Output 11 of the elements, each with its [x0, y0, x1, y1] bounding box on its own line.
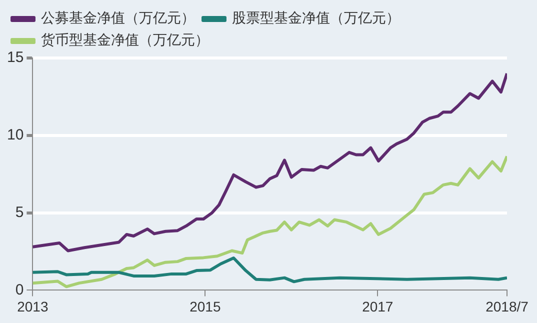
x-tick-label: 2015	[190, 298, 221, 314]
x-tick-label: 2013	[17, 298, 48, 314]
y-tick-label: 0	[15, 281, 24, 298]
y-tick-label: 15	[6, 49, 24, 66]
x-tick-label: 2018/7	[486, 298, 529, 314]
x-tick-label: 2017	[362, 298, 394, 314]
legend-label: 货币型基金净值（万亿元）	[41, 32, 209, 49]
legend-label: 公募基金净值（万亿元）	[41, 10, 195, 27]
y-tick-label: 10	[6, 126, 24, 144]
legend-label: 股票型基金净值（万亿元）	[232, 10, 400, 27]
y-tick-label: 5	[15, 204, 24, 221]
